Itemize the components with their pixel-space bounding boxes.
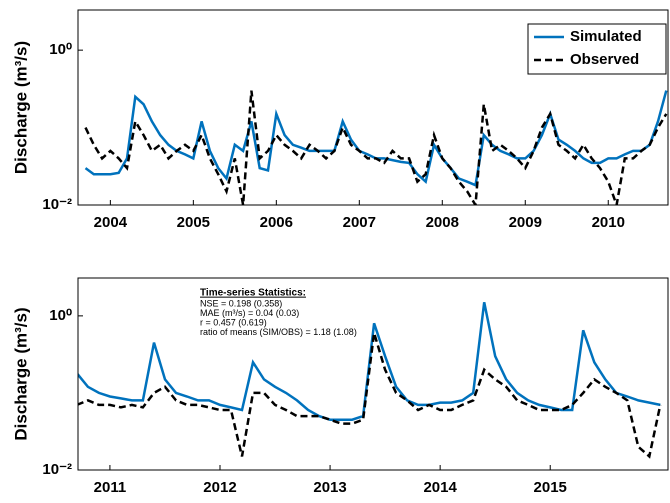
y-tick-label: 10⁰ [49, 41, 72, 58]
x-tick-label: 2009 [509, 214, 542, 231]
y-tick-label: 10⁻² [42, 461, 72, 478]
x-tick-label: 2006 [260, 214, 293, 231]
series-line [84, 90, 668, 205]
x-tick-label: 2015 [534, 479, 567, 496]
x-tick-label: 2005 [177, 214, 210, 231]
y-axis-label: Discharge (m³/s) [11, 41, 30, 174]
x-tick-label: 2014 [423, 479, 457, 496]
y-axis-label: Discharge (m³/s) [11, 307, 30, 440]
series-line [78, 332, 662, 459]
series-line [78, 302, 661, 421]
x-tick-label: 2008 [426, 214, 459, 231]
annotation: ratio of means (SIM/OBS) = 1.18 (1.08) [200, 327, 357, 337]
annotation-title: Time-series Statistics: [200, 288, 306, 299]
legend-box [527, 23, 667, 75]
plot-lines [78, 302, 662, 459]
plot-frame [77, 277, 669, 471]
x-tick-label: 2004 [94, 214, 128, 231]
x-tick-label: 2012 [203, 479, 236, 496]
x-tick-label: 2007 [343, 214, 376, 231]
legend-label: Observed [570, 51, 639, 68]
x-tick-label: 2010 [592, 214, 625, 231]
series-line [84, 90, 668, 187]
plot-lines [84, 90, 668, 205]
y-tick-label: 10⁰ [49, 307, 72, 324]
x-tick-label: 2011 [94, 479, 127, 496]
x-tick-label: 2013 [313, 479, 346, 496]
annotation: NSE = 0.198 (0.358) [200, 298, 282, 308]
y-tick-label: 10⁻² [42, 196, 72, 213]
annotation: MAE (m³/s) = 0.04 (0.03) [200, 308, 299, 318]
plot-frame [77, 9, 669, 206]
annotation: r = 0.457 (0.619) [200, 317, 267, 327]
legend-label: Simulated [570, 28, 642, 45]
